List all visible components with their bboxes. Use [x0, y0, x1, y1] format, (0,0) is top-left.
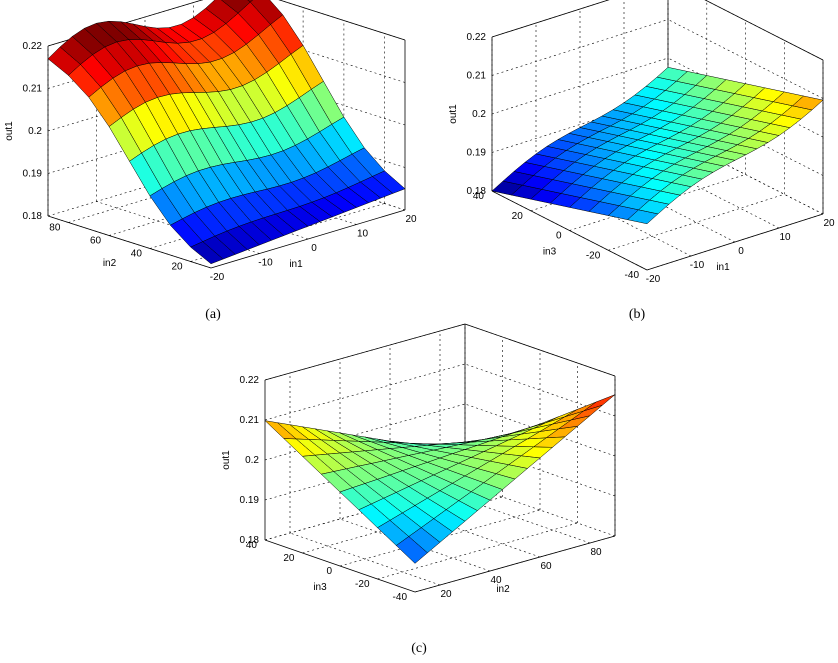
x-tick-label: 0: [738, 246, 744, 257]
z-tick-label: 0.21: [23, 84, 43, 95]
caption-b: (b): [629, 307, 646, 322]
z-axis-label: out1: [4, 121, 15, 141]
z-tick-label: 0.22: [467, 32, 487, 43]
z-tick-label: 0.2: [472, 109, 486, 120]
surface: [264, 394, 616, 564]
y-tick-label: 80: [49, 223, 61, 234]
z-tick-label: 0.18: [467, 186, 487, 197]
z-tick-label: 0.22: [240, 375, 260, 386]
surface-cell: [372, 170, 406, 194]
x-axis-label: in2: [496, 584, 510, 595]
z-tick-label: 0.21: [240, 415, 260, 426]
z-tick-label: 0.19: [467, 148, 487, 159]
tick-labels: -20 -10 0 10 20 20 40 60 80 0.18 0.19 0.2 0.21 0.22: [23, 41, 417, 283]
y-axis-label: in3: [543, 247, 557, 258]
z-tick-label: 0.19: [23, 169, 43, 180]
z-tick-label: 0.2: [28, 126, 42, 137]
x-tick-label: -20: [210, 272, 225, 283]
y-tick-label: 0: [556, 231, 562, 242]
surface: [47, 0, 406, 265]
y-tick-label: 20: [283, 553, 295, 564]
y-tick-label: 40: [131, 249, 143, 260]
x-tick-label: 20: [405, 214, 417, 225]
caption-a: (a): [205, 307, 221, 322]
y-axis-label: in2: [103, 258, 117, 269]
y-tick-label: 20: [171, 262, 183, 273]
x-tick-label: 40: [490, 575, 502, 586]
surface-plot-a: -20 -10 0 10 20 20 40 60 80 0.18 0.19 0.2 0.21 0.22 in…: [4, 0, 417, 283]
z-tick-label: 0.18: [23, 211, 43, 222]
surface-plot-b: -20 -10 0 10 20 -40 -20 0 20 400.18 0.19 0.2 0.21 0.2…: [448, 0, 835, 285]
z-axis-label: out1: [448, 104, 459, 124]
z-axis-label: out1: [221, 450, 232, 470]
x-axis-label: in1: [716, 262, 730, 273]
x-tick-label: -20: [646, 274, 661, 285]
y-tick-label: 40: [473, 191, 485, 202]
z-tick-label: 0.21: [467, 71, 487, 82]
y-tick-label: -40: [625, 270, 640, 281]
x-tick-label: 80: [590, 547, 602, 558]
x-tick-label: 20: [823, 218, 835, 229]
y-tick-label: 40: [246, 540, 258, 551]
y-tick-label: -40: [393, 592, 408, 603]
z-tick-label: 0.18: [240, 535, 260, 546]
x-tick-label: 20: [440, 589, 452, 600]
x-axis-label: in1: [289, 259, 303, 270]
tick-labels: -20 -10 0 10 20 -40 -20 0 20 400.18 0.19 0.2 0.21 0.2…: [467, 32, 835, 285]
x-tick-label: 10: [779, 232, 791, 243]
surface-cell: [792, 95, 824, 111]
x-tick-label: 60: [540, 561, 552, 572]
y-tick-label: 20: [512, 211, 524, 222]
x-tick-label: -10: [258, 258, 273, 269]
axes-box: [491, 0, 824, 271]
x-tick-label: -10: [690, 260, 705, 271]
y-axis-label: in3: [313, 582, 327, 593]
x-tick-label: 10: [357, 229, 369, 240]
surface-plot-c: 20406080-40-20020400.180.190.20.210.22in…: [221, 323, 616, 603]
z-tick-label: 0.19: [240, 495, 260, 506]
y-tick-label: 0: [326, 566, 332, 577]
surface-cell: [247, 0, 254, 3]
caption-c: (c): [411, 641, 427, 656]
y-tick-label: -20: [355, 579, 370, 590]
surface: [491, 67, 824, 225]
z-tick-label: 0.22: [23, 41, 43, 52]
surface-cell: [583, 394, 616, 412]
y-tick-label: 60: [90, 236, 102, 247]
y-tick-label: -20: [586, 250, 601, 261]
z-tick-label: 0.2: [245, 455, 259, 466]
x-tick-label: 0: [311, 243, 317, 254]
